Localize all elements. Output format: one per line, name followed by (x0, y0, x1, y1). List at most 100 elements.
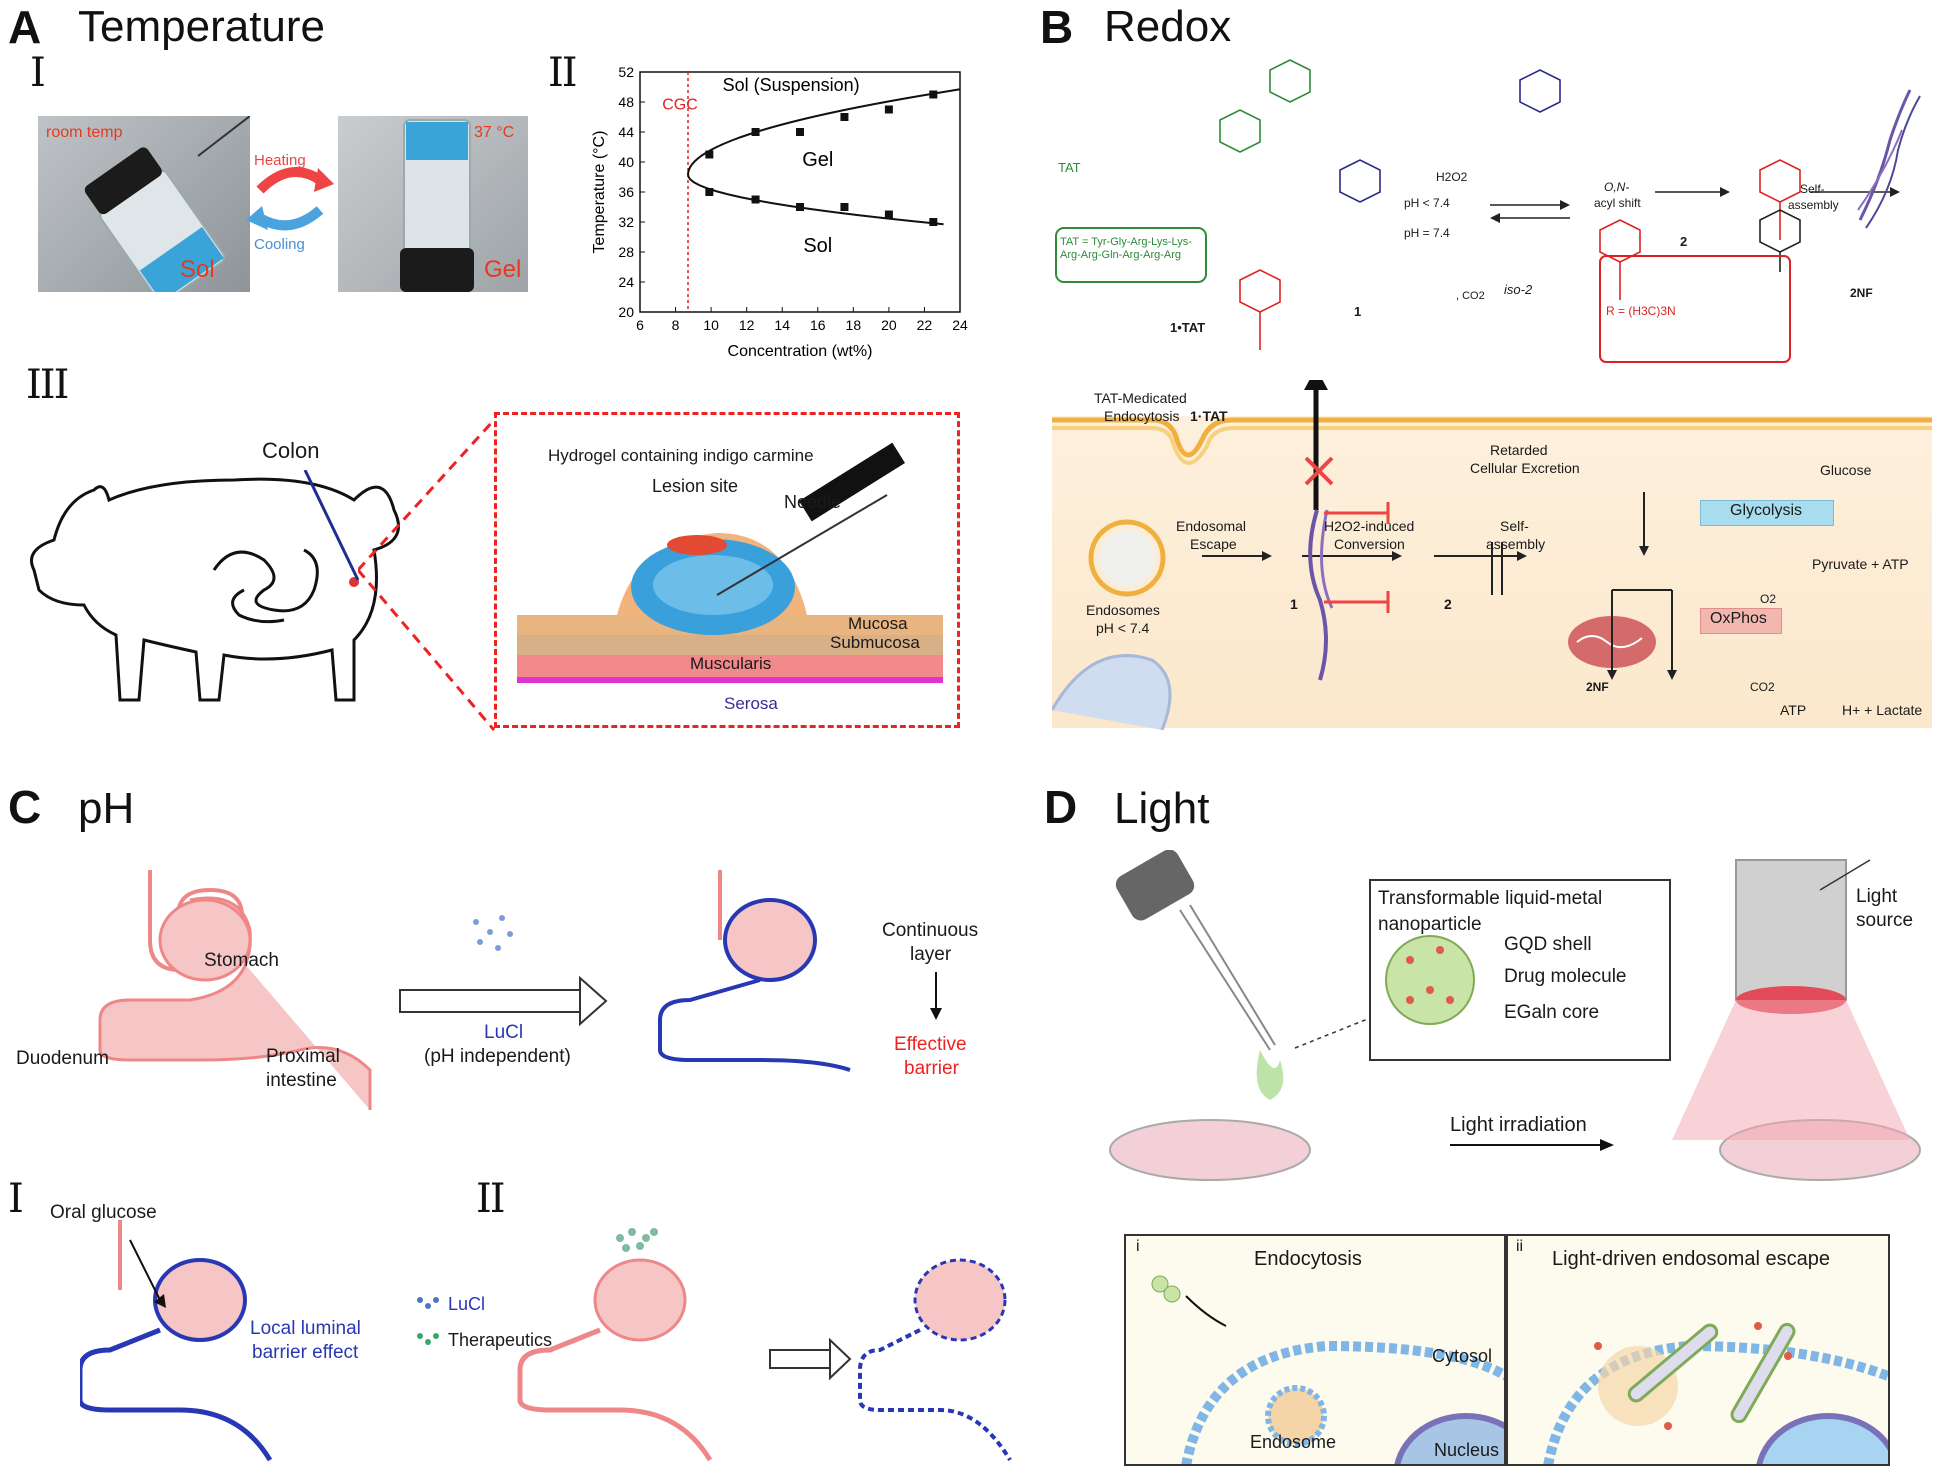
oxphos-label: OxPhos (1710, 610, 1767, 627)
effective-1: Effective (894, 1034, 967, 1055)
h2o2-conversion-1: H2O2-induced (1324, 518, 1415, 534)
heating-cooling-arrows (246, 167, 334, 231)
x-tick-label: 24 (952, 317, 968, 333)
cell-2nf: 2NF (1586, 680, 1609, 694)
legend-lucl: LuCl (448, 1294, 486, 1314)
y-tick-label: 24 (618, 274, 634, 290)
vial-sol-drawing (84, 115, 251, 304)
photo-left-caption: room temp (46, 124, 123, 141)
y-axis-label: Temperature (°C) (591, 131, 608, 254)
data-point (840, 113, 849, 121)
x-tick-label: 6 (636, 317, 644, 333)
photo-right-caption: 37 °C (474, 124, 515, 141)
oxphos-box (1700, 608, 1782, 634)
panel-a-sub-iii: III (26, 362, 69, 408)
vial-photo-gel: 37 °C Gel (338, 116, 528, 292)
ph-equal-label: pH = 7.4 (1404, 226, 1450, 240)
redox-chemical-scheme (1055, 59, 1921, 363)
continuous-2: layer (910, 944, 952, 965)
data-point (796, 128, 804, 136)
oral-glucose-label: Oral glucose (50, 1202, 157, 1223)
drug-label: Drug molecule (1504, 966, 1627, 987)
continuous-1: Continuous (882, 920, 979, 941)
gqd-label: GQD shell (1504, 934, 1592, 955)
glycolysis-label: Glycolysis (1730, 502, 1803, 519)
x-tick-label: 20 (881, 317, 897, 333)
x-tick-label: 14 (774, 317, 790, 333)
egaln-label: EGaln core (1504, 1002, 1600, 1023)
local-barrier-1: Local luminal (250, 1318, 361, 1339)
cell-compound-1: 1 (1290, 596, 1298, 612)
y-tick-label: 48 (618, 94, 634, 110)
panel-c-sub-i: I (8, 1176, 24, 1222)
endosomes-1: Endosomes (1086, 602, 1160, 618)
hydrogel-inset (494, 412, 960, 728)
light-source-1: Light (1856, 886, 1898, 907)
panel-a-letter: A (8, 1, 42, 53)
y-tick-label: 40 (618, 154, 634, 170)
panel-b-letter: B (1040, 1, 1074, 53)
proximal-1: Proximal (266, 1046, 340, 1067)
co2-cell-label: CO2 (1750, 680, 1775, 694)
endosomes-2: pH < 7.4 (1096, 620, 1150, 636)
acyl-shift-1: O,N- (1604, 180, 1630, 194)
inset-ii-label: ii (1516, 1238, 1524, 1255)
data-point (751, 195, 760, 204)
y-tick-label: 20 (618, 304, 634, 320)
submucosa-label: Submucosa (830, 633, 920, 652)
retarded-1: Retarded (1490, 442, 1548, 458)
stomach-label: Stomach (204, 950, 279, 971)
region-gel: Gel (802, 149, 833, 171)
data-point (929, 90, 938, 99)
light-driven-title: Light-driven endosomal escape (1552, 1248, 1830, 1270)
lactate-label: H+ + Lactate (1842, 702, 1923, 718)
panel-d-letter: D (1044, 781, 1078, 833)
endocytosis-inset (1124, 1234, 1506, 1466)
continuous-arrow (930, 972, 942, 1020)
y-tick-label: 52 (618, 64, 634, 80)
zoom-lines (358, 420, 496, 731)
compound-2nf: 2NF (1850, 286, 1873, 300)
cell-1tat-label: 1·TAT (1190, 408, 1228, 424)
colon-label: Colon (262, 438, 320, 463)
h2o2-conversion-2: Conversion (1334, 536, 1405, 552)
x-tick-label: 12 (739, 317, 755, 333)
x-tick-label: 8 (672, 317, 680, 333)
cgc-label: CGC (662, 97, 698, 114)
acyl-shift-2: acyl shift (1594, 196, 1641, 210)
self-assembly-2: assembly (1788, 198, 1839, 212)
vial-photo-sol: room temp Sol (38, 115, 251, 304)
tat-endocytosis-1: TAT-Medicated (1094, 390, 1187, 406)
heating-label: Heating (254, 152, 306, 169)
self-assembly-1: Self- (1800, 182, 1825, 196)
r-group-label: R = (H3C)3N (1606, 304, 1676, 318)
o2-label: O2 (1760, 592, 1777, 606)
cell-compound-2: 2 (1444, 596, 1452, 612)
duodenum-label: Duodenum (16, 1048, 109, 1069)
x-axis-label: Concentration (wt%) (728, 343, 873, 360)
region-sol: Sol (803, 235, 832, 257)
escape-drawing (1543, 1322, 1888, 1464)
pig-illustration (30, 477, 400, 702)
lesion-label: Lesion site (652, 476, 739, 496)
y-tick-label: 36 (618, 184, 634, 200)
light-irradiation-label: Light irradiation (1450, 1114, 1587, 1136)
local-barrier-2: barrier effect (252, 1342, 359, 1363)
hydrogel-cross-section (517, 442, 943, 683)
tat-sequence-box: TAT = Tyr-Gly-Arg-Lys-Lys-Arg-Arg-Gln-Ar… (1060, 236, 1192, 261)
x-tick-label: 16 (810, 317, 826, 333)
photo-left-state: Sol (180, 256, 215, 283)
pyruvate-label: Pyruvate + ATP (1812, 556, 1909, 572)
atp-label: ATP (1780, 702, 1807, 718)
panel-c-sub-ii: II (476, 1176, 506, 1222)
panel-a-sub-i: I (30, 50, 46, 96)
light-setup-illustration (1109, 850, 1921, 1181)
nucleus-label: Nucleus (1434, 1440, 1500, 1460)
tat-endocytosis-2: Endocytosis (1104, 408, 1180, 424)
transformable-1: Transformable liquid-metal (1378, 888, 1603, 909)
endosome-label: Endosome (1250, 1432, 1337, 1452)
vial-gel-drawing (400, 119, 474, 292)
serosa-label: Serosa (724, 694, 778, 713)
data-point (796, 203, 804, 211)
y-tick-label: 28 (618, 244, 634, 260)
